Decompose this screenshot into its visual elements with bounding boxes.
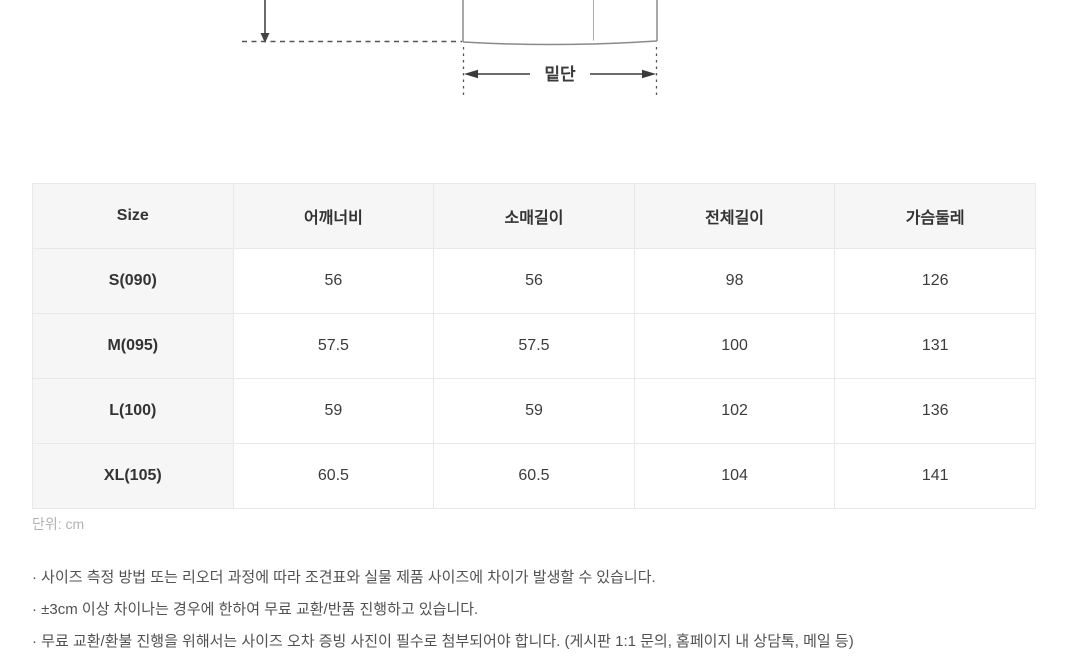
- measurement-cell: 98: [633, 248, 836, 314]
- hem-arrow-left-head-icon: [464, 69, 478, 79]
- table-row: L(100) 59 59 102 136: [32, 378, 1036, 444]
- unit-note: 단위: cm: [32, 516, 85, 532]
- size-label-cell: XL(105): [32, 443, 234, 509]
- measurement-cell: 141: [834, 443, 1036, 509]
- measurement-cell: 102: [633, 378, 836, 444]
- size-table: Size 어깨너비 소매길이 전체길이 가슴둘레 S(090) 56 56 98 126 M(09…: [32, 183, 1036, 509]
- length-arrow-head-icon: [260, 33, 270, 43]
- column-header: Size: [32, 183, 234, 249]
- measurement-cell: 126: [834, 248, 1036, 314]
- garment-hem-curve: [462, 40, 658, 46]
- hem-arrow-right-head-icon: [642, 69, 656, 79]
- size-note: · 무료 교환/환불 진행을 위해서는 사이즈 오차 증빙 사진이 필수로 첨부…: [32, 633, 854, 650]
- measurement-cell: 59: [232, 378, 435, 444]
- measurement-cell: 57.5: [232, 313, 435, 379]
- garment-diagram-svg: 밑단: [242, 0, 658, 98]
- table-row: S(090) 56 56 98 126: [32, 248, 1036, 314]
- size-notes-list: · 사이즈 측정 방법 또는 리오더 과정에 따라 조견표와 실물 제품 사이즈…: [32, 562, 1042, 658]
- measurement-cell: 60.5: [232, 443, 435, 509]
- size-label-cell: M(095): [32, 313, 234, 379]
- size-table-head: Size 어깨너비 소매길이 전체길이 가슴둘레: [32, 183, 1036, 249]
- size-note: · 사이즈 측정 방법 또는 리오더 과정에 따라 조견표와 실물 제품 사이즈…: [32, 569, 656, 586]
- measurement-cell: 136: [834, 378, 1036, 444]
- size-table-container: Size 어깨너비 소매길이 전체길이 가슴둘레 S(090) 56 56 98 126 M(09…: [32, 183, 1036, 509]
- table-row: XL(105) 60.5 60.5 104 141: [32, 443, 1036, 509]
- size-label-cell: L(100): [32, 378, 234, 444]
- column-header: 소매길이: [433, 183, 635, 249]
- column-header: 전체길이: [633, 183, 836, 249]
- measurement-cell: 104: [633, 443, 836, 509]
- hem-label: 밑단: [544, 65, 576, 84]
- column-header: 어깨너비: [232, 183, 435, 249]
- measurement-cell: 131: [834, 313, 1036, 379]
- size-label-cell: S(090): [32, 248, 234, 314]
- measurement-cell: 60.5: [433, 443, 635, 509]
- measurement-cell: 56: [232, 248, 435, 314]
- size-note: · ±3cm 이상 차이나는 경우에 한하여 무료 교환/반품 진행하고 있습니…: [32, 601, 479, 618]
- size-table-body: S(090) 56 56 98 126 M(095) 57.5 57.5 100 131 L(100…: [32, 248, 1036, 509]
- header-row: Size 어깨너비 소매길이 전체길이 가슴둘레: [32, 183, 1036, 249]
- column-header: 가슴둘레: [834, 183, 1036, 249]
- measurement-cell: 57.5: [433, 313, 635, 379]
- garment-measurement-diagram: 밑단: [0, 0, 1068, 105]
- measurement-cell: 56: [433, 248, 635, 314]
- table-row: M(095) 57.5 57.5 100 131: [32, 313, 1036, 379]
- measurement-cell: 59: [433, 378, 635, 444]
- measurement-cell: 100: [633, 313, 836, 379]
